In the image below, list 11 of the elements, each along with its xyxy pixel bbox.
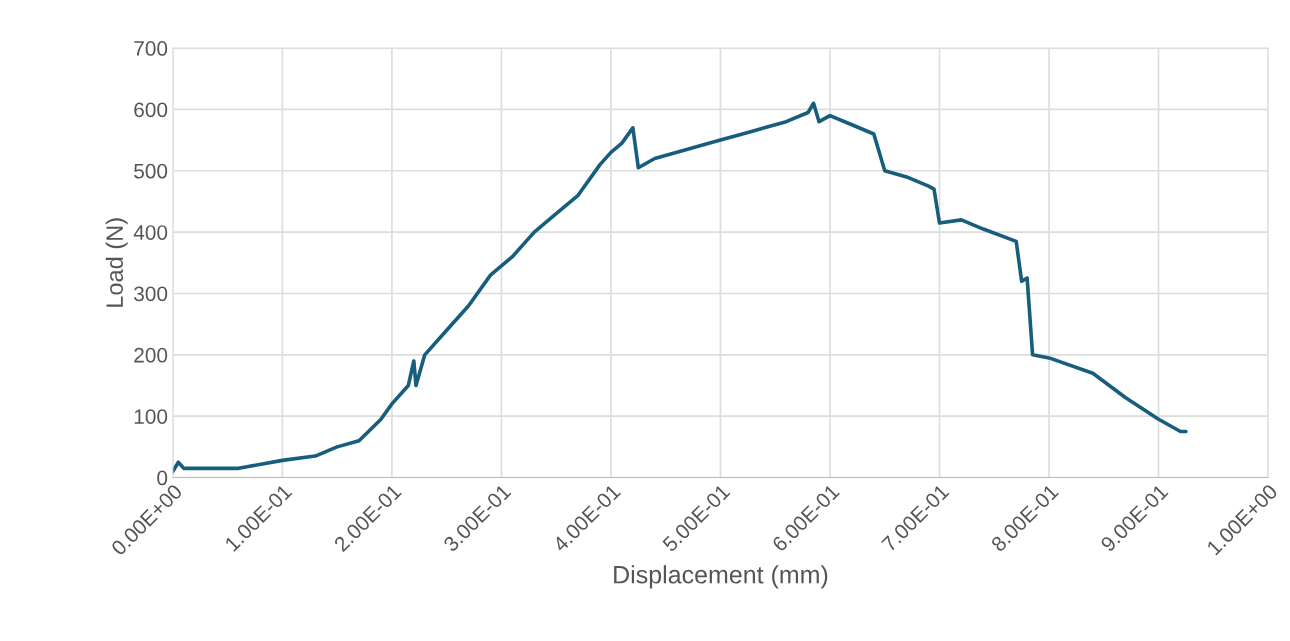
y-tick-label: 200 (134, 347, 168, 363)
y-tick-label: 400 (133, 225, 168, 240)
y-tick-label: 300 (134, 286, 168, 302)
y-tick-label: 500 (134, 163, 168, 179)
y-tick-label: 100 (134, 409, 168, 424)
y-axis-title: Load (N) (105, 218, 128, 307)
line-series (172, 101, 1188, 474)
y-tick-label: 0 (157, 470, 168, 486)
x-axis-title: Displacement (mm) (614, 565, 828, 589)
y-tick-label: 700 (134, 41, 168, 56)
y-tick-label: 600 (134, 102, 168, 118)
